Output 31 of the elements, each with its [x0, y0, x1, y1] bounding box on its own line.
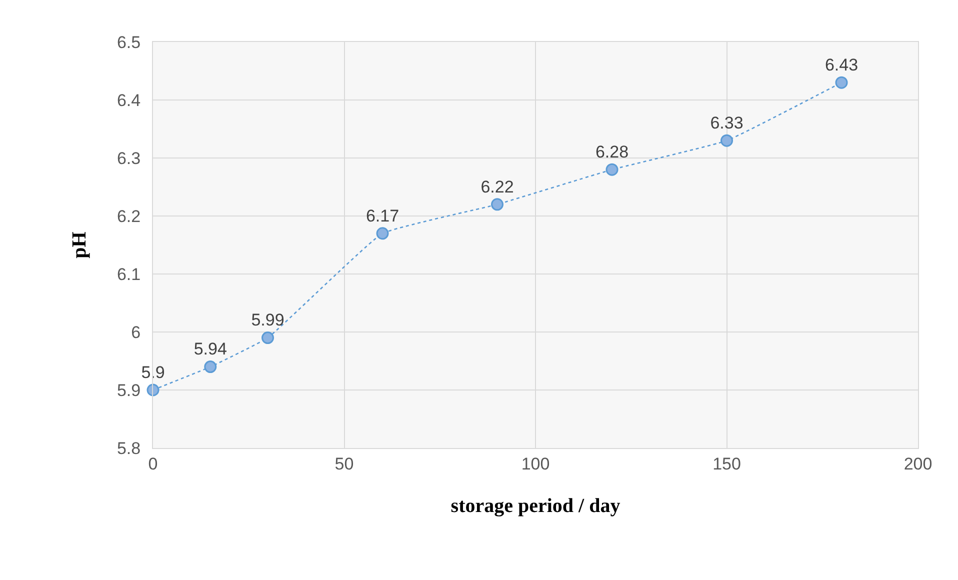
point — [146, 384, 160, 396]
x-tick-label: 200 — [904, 454, 932, 474]
data-label: 5.99 — [251, 310, 284, 330]
x-tick-label: 100 — [521, 454, 550, 474]
y-tick-label: 6 — [131, 322, 141, 342]
data-label: 6.17 — [366, 206, 400, 226]
point — [491, 198, 504, 211]
data-label: 6.28 — [595, 142, 629, 162]
point — [204, 360, 217, 374]
x-tick-label: 150 — [712, 454, 741, 474]
point — [606, 163, 618, 176]
x-axis-title: storage period / day — [450, 494, 620, 517]
point — [720, 134, 733, 147]
data-label: 6.22 — [480, 177, 514, 196]
y-tick-label: 6.4 — [116, 90, 141, 110]
point — [376, 227, 389, 240]
x-tick-label: 50 — [334, 454, 354, 474]
data-label: 5.94 — [194, 340, 227, 359]
point — [262, 332, 274, 344]
y-tick-label: 6.2 — [116, 206, 141, 226]
y-tick-label: 5.9 — [116, 380, 141, 400]
x-tick-label: 0 — [148, 454, 158, 474]
y-tick-label: 6.5 — [116, 32, 141, 52]
data-label: 6.33 — [710, 113, 744, 132]
point — [835, 76, 848, 89]
data-label: 5.9 — [141, 362, 165, 382]
y-tick-label: 5.8 — [116, 438, 141, 458]
y-tick-label: 6.1 — [116, 264, 141, 284]
y-axis-title: pH — [68, 231, 90, 258]
data-label: 6.43 — [824, 55, 858, 74]
y-tick-label: 6.3 — [116, 148, 141, 168]
